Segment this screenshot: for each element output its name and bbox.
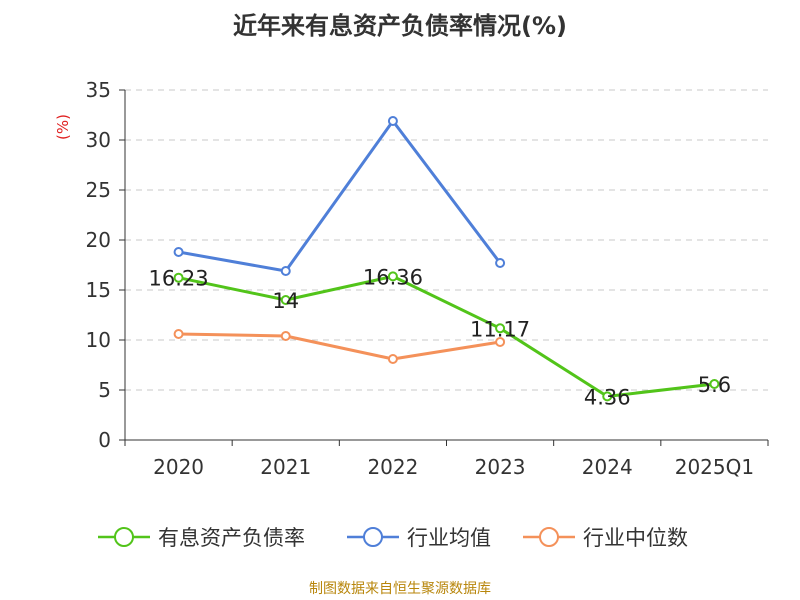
y-tick-label: 35 (86, 78, 111, 102)
data-label: 14 (272, 289, 299, 313)
legend-label: 有息资产负债率 (158, 526, 305, 550)
y-tick-label: 15 (86, 278, 111, 302)
series-line (178, 119, 502, 273)
x-tick-label: 2020 (153, 455, 204, 479)
data-label: 16.36 (363, 265, 423, 289)
x-tick-label: 2025Q1 (675, 455, 754, 479)
legend-marker (539, 527, 559, 547)
data-point (495, 337, 506, 347)
data-point (387, 116, 398, 126)
data-label: 16.23 (149, 267, 209, 291)
x-tick-label: 2023 (475, 455, 526, 479)
data-point (387, 354, 398, 364)
data-point (280, 266, 291, 276)
y-axis-label: (%) (54, 114, 72, 140)
x-tick-label: 2024 (582, 455, 633, 479)
data-point (173, 272, 184, 283)
data-point (495, 323, 506, 334)
data-point (173, 329, 184, 339)
data-point (709, 379, 720, 389)
y-tick-label: 0 (98, 428, 111, 452)
data-label: 5.6 (698, 373, 731, 397)
data-point (495, 258, 506, 268)
y-tick-label: 30 (86, 128, 111, 152)
data-point (387, 271, 398, 282)
legend-label: 行业中位数 (583, 526, 688, 550)
data-point (602, 391, 613, 402)
source-note: 制图数据来自恒生聚源数据库 (309, 581, 491, 597)
x-tick-label: 2022 (367, 455, 418, 479)
x-tick-label: 2021 (260, 455, 311, 479)
legend-label: 行业均值 (407, 526, 491, 550)
y-tick-label: 10 (86, 328, 111, 352)
y-tick-label: 20 (86, 228, 111, 252)
data-label: 11.17 (470, 317, 530, 341)
data-label: 4.36 (584, 385, 631, 409)
data-point (280, 331, 291, 341)
series-line (178, 274, 715, 398)
series-line (178, 332, 501, 361)
y-tick-label: 5 (98, 378, 111, 402)
legend-marker (114, 527, 134, 547)
y-tick-label: 25 (86, 178, 111, 202)
data-point (280, 295, 291, 305)
legend-marker (363, 527, 383, 547)
chart-title: 近年来有息资产负债率情况(%) (233, 12, 567, 40)
data-point (173, 247, 184, 257)
